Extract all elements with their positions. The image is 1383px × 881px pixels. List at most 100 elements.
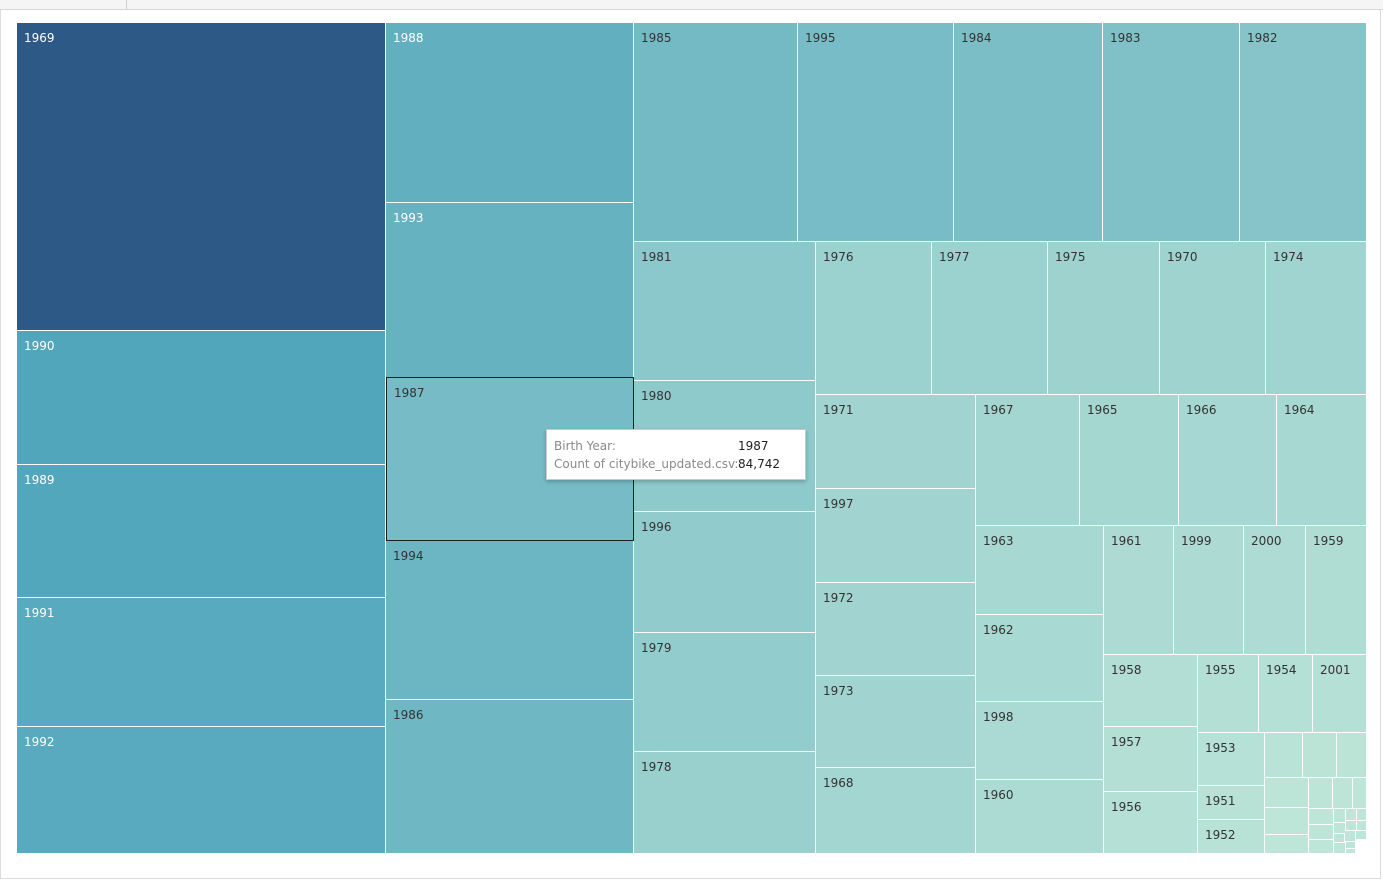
treemap-cell-minor-60[interactable]	[1309, 809, 1334, 825]
treemap-cell-label: 1954	[1266, 663, 1297, 677]
treemap-cell-label: 1994	[393, 549, 424, 563]
treemap-cell-1957[interactable]: 1957	[1104, 727, 1198, 792]
treemap-cell-minor-74[interactable]	[1346, 849, 1356, 854]
treemap-cell-1964[interactable]: 1964	[1277, 395, 1367, 526]
treemap-cell-minor-65[interactable]	[1357, 809, 1367, 821]
treemap-cell-1958[interactable]: 1958	[1104, 655, 1198, 727]
treemap-cell-1989[interactable]: 1989	[17, 465, 386, 598]
treemap-cell-1994[interactable]: 1994	[386, 541, 634, 700]
treemap-cell-minor-71[interactable]	[1356, 831, 1367, 840]
treemap-cell-2000[interactable]: 2000	[1244, 526, 1306, 655]
tooltip: Birth Year: 1987 Count of citybike_updat…	[546, 429, 806, 480]
treemap-cell-1988[interactable]: 1988	[386, 23, 634, 203]
treemap-cell-label: 1982	[1247, 31, 1278, 45]
treemap-cell-minor-70[interactable]	[1345, 831, 1356, 842]
treemap-cell-minor-53[interactable]	[1337, 733, 1367, 778]
treemap-cell-1967[interactable]: 1967	[976, 395, 1080, 526]
treemap-cell-1974[interactable]: 1974	[1266, 242, 1367, 395]
treemap-cell-1972[interactable]: 1972	[816, 583, 976, 676]
treemap-cell-2001[interactable]: 2001	[1313, 655, 1367, 733]
treemap-cell-1995[interactable]: 1995	[798, 23, 954, 242]
treemap-cell-minor-72[interactable]	[1334, 843, 1346, 854]
tooltip-value-count: 84,742	[738, 457, 780, 471]
treemap-cell-minor-54[interactable]	[1265, 778, 1309, 808]
treemap-cell-label: 1972	[823, 591, 854, 605]
treemap-cell-1984[interactable]: 1984	[954, 23, 1103, 242]
treemap-cell-1956[interactable]: 1956	[1104, 792, 1198, 854]
treemap-cell-label: 1956	[1111, 800, 1142, 814]
treemap-cell-label: 1986	[393, 708, 424, 722]
treemap-cell-label: 1974	[1273, 250, 1304, 264]
tab-divider	[126, 0, 127, 9]
treemap-cell-1954[interactable]: 1954	[1259, 655, 1313, 733]
treemap-cell-label: 1952	[1205, 828, 1236, 842]
tooltip-key-count: Count of citybike_updated.csv:	[554, 457, 739, 471]
treemap-cell-minor-67[interactable]	[1346, 821, 1357, 831]
treemap-cell-1968[interactable]: 1968	[816, 768, 976, 854]
treemap-cell-1981[interactable]: 1981	[634, 242, 816, 381]
treemap-cell-1985[interactable]: 1985	[634, 23, 798, 242]
treemap-cell-1970[interactable]: 1970	[1160, 242, 1266, 395]
treemap-cell-minor-73[interactable]	[1346, 842, 1356, 849]
treemap-cell-minor-55[interactable]	[1309, 778, 1333, 809]
treemap-cell-1966[interactable]: 1966	[1179, 395, 1277, 526]
treemap-cell-1993[interactable]: 1993	[386, 203, 634, 378]
treemap-cell-label: 1965	[1087, 403, 1118, 417]
treemap-cell-minor-66[interactable]	[1334, 823, 1346, 834]
treemap-cell-1951[interactable]: 1951	[1198, 786, 1265, 820]
treemap-cell-minor-51[interactable]	[1265, 733, 1303, 778]
treemap-cell-label: 1997	[823, 497, 854, 511]
treemap-cell-label: 1957	[1111, 735, 1142, 749]
treemap-cell-1959[interactable]: 1959	[1306, 526, 1367, 655]
treemap-cell-minor-58[interactable]	[1265, 808, 1309, 835]
view-frame	[0, 10, 1381, 879]
treemap-cell-1955[interactable]: 1955	[1198, 655, 1259, 733]
treemap-cell-minor-63[interactable]	[1334, 809, 1346, 823]
treemap-cell-minor-56[interactable]	[1333, 778, 1353, 809]
treemap-cell-minor-68[interactable]	[1357, 821, 1367, 831]
treemap-cell-1969[interactable]: 1969	[17, 23, 386, 331]
treemap-cell-1997[interactable]: 1997	[816, 489, 976, 583]
treemap-cell-1998[interactable]: 1998	[976, 702, 1104, 780]
treemap-cell-label: 1976	[823, 250, 854, 264]
treemap-cell-label: 1979	[641, 641, 672, 655]
treemap-cell-label: 1962	[983, 623, 1014, 637]
treemap-cell-minor-59[interactable]	[1265, 835, 1309, 854]
treemap-cell-label: 1967	[983, 403, 1014, 417]
treemap-cell-1960[interactable]: 1960	[976, 780, 1104, 854]
treemap-cell-1982[interactable]: 1982	[1240, 23, 1367, 242]
treemap-cell-1977[interactable]: 1977	[932, 242, 1048, 395]
treemap-cell-1952[interactable]: 1952	[1198, 820, 1265, 854]
treemap-cell-1983[interactable]: 1983	[1103, 23, 1240, 242]
treemap-cell-1992[interactable]: 1992	[17, 727, 386, 854]
treemap-cell-1975[interactable]: 1975	[1048, 242, 1160, 395]
treemap-cell-1991[interactable]: 1991	[17, 598, 386, 727]
treemap-cell-minor-62[interactable]	[1309, 840, 1334, 854]
treemap-cell-1976[interactable]: 1976	[816, 242, 932, 395]
treemap-cell-minor-64[interactable]	[1346, 809, 1357, 821]
tooltip-value-birth-year: 1987	[738, 439, 769, 453]
treemap-cell-minor-69[interactable]	[1334, 834, 1345, 843]
treemap-cell-1965[interactable]: 1965	[1080, 395, 1179, 526]
treemap-cell-1953[interactable]: 1953	[1198, 733, 1265, 786]
treemap-cell-1973[interactable]: 1973	[816, 676, 976, 768]
treemap-cell-1978[interactable]: 1978	[634, 752, 816, 854]
treemap-cell-1971[interactable]: 1971	[816, 395, 976, 489]
treemap-cell-minor-61[interactable]	[1309, 825, 1334, 840]
treemap-cell-1961[interactable]: 1961	[1104, 526, 1174, 655]
treemap-cell-1963[interactable]: 1963	[976, 526, 1104, 615]
treemap-cell-label: 1964	[1284, 403, 1315, 417]
treemap-cell-minor-52[interactable]	[1303, 733, 1337, 778]
treemap-cell-label: 1983	[1110, 31, 1141, 45]
treemap-cell-1999[interactable]: 1999	[1174, 526, 1244, 655]
treemap-cell-label: 1961	[1111, 534, 1142, 548]
treemap-cell-label: 1951	[1205, 794, 1236, 808]
treemap-cell-1986[interactable]: 1986	[386, 700, 634, 854]
treemap-cell-label: 1996	[641, 520, 672, 534]
treemap-cell-label: 1968	[823, 776, 854, 790]
treemap-cell-1979[interactable]: 1979	[634, 633, 816, 752]
treemap-cell-1996[interactable]: 1996	[634, 512, 816, 633]
treemap-cell-1962[interactable]: 1962	[976, 615, 1104, 702]
treemap-cell-minor-57[interactable]	[1353, 778, 1367, 809]
treemap-cell-1990[interactable]: 1990	[17, 331, 386, 465]
